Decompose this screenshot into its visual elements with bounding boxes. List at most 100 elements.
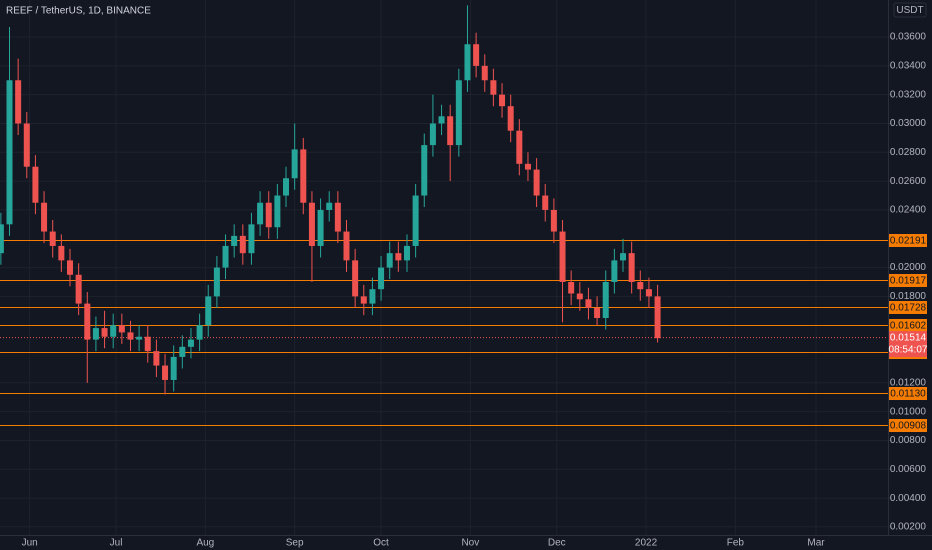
candle-body — [464, 44, 471, 81]
candle-body — [144, 336, 151, 352]
candle-body — [507, 106, 514, 131]
candle-body — [386, 253, 393, 268]
level-tag — [889, 301, 927, 314]
candle-body — [23, 123, 30, 167]
y-tick-label: 0.00400 — [890, 493, 927, 504]
candle-body — [187, 339, 194, 347]
candle-body — [352, 260, 359, 297]
candle-body — [637, 281, 644, 290]
level-tag — [889, 274, 927, 287]
y-tick-label: 0.00600 — [890, 464, 927, 475]
candle-body — [274, 195, 281, 228]
candle-body — [265, 202, 272, 228]
x-tick-label: Feb — [727, 538, 745, 549]
y-tick-label: 0.02400 — [890, 205, 927, 216]
candle-body — [0, 224, 4, 254]
candle-body — [473, 44, 480, 66]
x-tick-label: Aug — [196, 538, 214, 549]
candle-body — [205, 296, 212, 326]
level-tag — [889, 419, 927, 432]
level-label: 0.01728 — [890, 303, 927, 314]
candle-body — [611, 260, 618, 282]
candle-body — [179, 346, 186, 357]
candle-body — [41, 202, 48, 232]
candle-body — [550, 209, 557, 232]
candle-body — [403, 245, 410, 261]
candle-body — [196, 325, 203, 340]
candle-body — [222, 245, 229, 268]
level-label: 0.01917 — [890, 276, 927, 287]
candle-body — [378, 267, 385, 290]
level-tag — [889, 387, 927, 400]
candle-body — [594, 307, 601, 319]
candle-body — [291, 149, 298, 179]
candle-body — [239, 235, 246, 254]
currency-label[interactable]: USDT — [896, 5, 923, 16]
candle-body — [127, 332, 134, 340]
candle-body — [92, 328, 99, 340]
candle-body — [118, 325, 125, 333]
candle-body — [213, 267, 220, 297]
y-tick-label: 0.02600 — [890, 176, 927, 187]
candle-body — [395, 253, 402, 261]
candle-body — [438, 116, 445, 124]
last-price-tag — [889, 331, 927, 358]
candle-body — [326, 202, 333, 210]
candle-body — [66, 260, 73, 275]
x-tick-label: Dec — [548, 538, 566, 549]
candle-body — [153, 351, 160, 366]
x-tick-label: Jun — [22, 538, 38, 549]
candle-body — [654, 296, 661, 339]
candle-body — [6, 80, 13, 225]
y-tick-label: 0.01800 — [890, 291, 927, 302]
candle-body — [162, 365, 169, 380]
candle-body — [585, 299, 592, 308]
candle-body — [524, 163, 531, 170]
candle-body — [84, 303, 91, 340]
y-tick-label: 0.02000 — [890, 262, 927, 273]
level-tag — [889, 319, 927, 332]
candle-body — [429, 123, 436, 146]
level-label: 0.02191 — [890, 236, 927, 247]
candle-body — [499, 94, 506, 107]
candle-body — [317, 209, 324, 246]
y-tick-label: 0.01200 — [890, 377, 927, 388]
candle-body — [231, 235, 238, 246]
y-tick-label: 0.02800 — [890, 147, 927, 158]
y-tick-label: 0.00200 — [890, 522, 927, 533]
candle-body — [58, 245, 65, 261]
y-tick-label: 0.03200 — [890, 89, 927, 100]
y-tick-label: 0.03000 — [890, 118, 927, 129]
candle-body — [542, 195, 549, 210]
level-tag — [889, 234, 927, 247]
candle-body — [110, 325, 117, 337]
countdown-label: 08:54:07 — [889, 345, 928, 356]
candle-body — [136, 336, 143, 340]
last-price-label: 0.01514 — [890, 333, 927, 344]
candle-body — [602, 281, 609, 319]
candle-body — [447, 116, 454, 146]
axes: 0.03600 0.03400 0.03200 0.03000 0.02800 0.026… — [22, 32, 928, 549]
candle-body — [334, 202, 341, 232]
x-tick-label: 2022 — [635, 538, 658, 549]
candle-body — [343, 231, 350, 261]
candle-body — [283, 178, 290, 196]
candle-body — [645, 289, 652, 297]
candle-body — [421, 145, 428, 196]
grid — [0, 0, 888, 535]
currency-badge[interactable] — [893, 2, 927, 18]
x-tick-label: Mar — [807, 538, 825, 549]
candle-body — [516, 130, 523, 164]
candle-body — [490, 80, 497, 95]
candle-body — [481, 65, 488, 81]
candle-body — [248, 224, 255, 254]
candle-body — [101, 328, 108, 337]
x-tick-label: Sep — [286, 538, 304, 549]
candle-body — [300, 149, 307, 203]
candle-body — [455, 80, 462, 146]
candle-body — [568, 281, 575, 294]
candle-body — [75, 274, 82, 304]
candle-body — [170, 356, 177, 380]
candle-body — [412, 195, 419, 246]
